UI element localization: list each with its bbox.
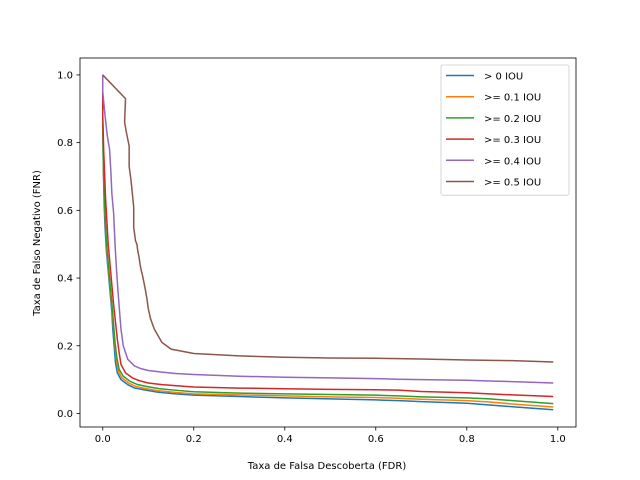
y-tick-label: 0.8 [57,138,73,149]
y-tick-label: 0.2 [57,341,73,352]
y-tick-label: 1.0 [57,70,73,81]
legend-label-3: >= 0.2 IOU [484,114,541,125]
y-tick-label: 0.0 [57,409,73,420]
x-tick-label: 1.0 [550,434,566,445]
y-tick-label: 0.4 [57,274,73,285]
legend-label-4: >= 0.3 IOU [484,135,541,146]
axes-layer: 0.0 0.2 0.4 0.6 0.8 1.0 0.0 0.2 0.4 0.6 0.8 1.0 [57,57,577,445]
series-layer [102,74,554,411]
x-axis-label: Taxa de Falsa Descoberta (FDR) [247,461,407,472]
x-tick-label: 0.4 [277,434,293,445]
y-axis-label: Taxa de Falso Negativo (FNR) [32,170,43,317]
series-line-4 [102,74,554,398]
legend-label-5: >= 0.4 IOU [484,156,541,167]
plot-frame [79,57,577,428]
y-tick-label: 0.6 [57,206,73,217]
series-line-3 [102,74,554,405]
x-tick-label: 0.0 [95,434,111,445]
legend-label-1: > 0 IOU [484,72,523,83]
legend-label-2: >= 0.1 IOU [484,93,541,104]
legend-box [440,64,570,196]
legend-label-6: >= 0.5 IOU [484,178,541,189]
series-line-5 [102,74,554,384]
x-tick-label: 0.2 [186,434,202,445]
x-tick-label: 0.8 [459,434,475,445]
legend: > 0 IOU >= 0.1 IOU >= 0.2 IOU >= 0.3 IOU >= … [440,64,570,196]
series-line-6 [102,74,554,363]
x-tick-label: 0.6 [368,434,384,445]
